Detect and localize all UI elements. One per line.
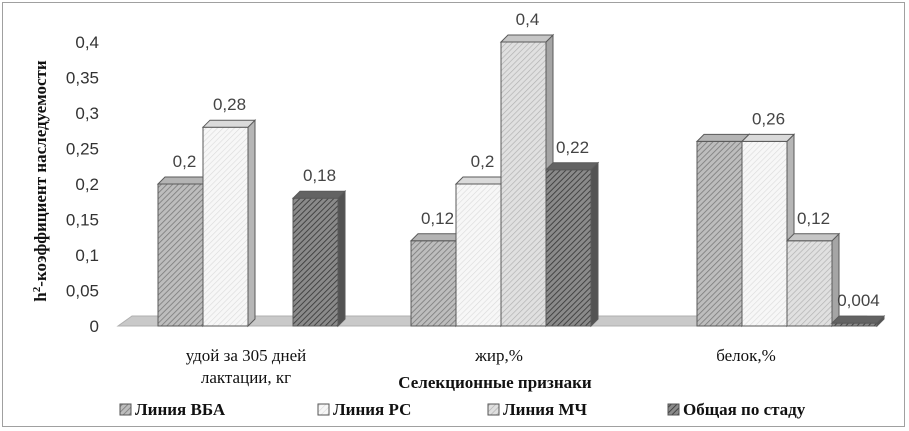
bar-3-2 xyxy=(830,314,886,328)
y-tick-label: 0,1 xyxy=(75,246,99,265)
bar-front xyxy=(455,183,502,327)
bar-top xyxy=(409,233,465,242)
legend-swatch xyxy=(667,403,680,416)
y-tick-label: 0,15 xyxy=(66,211,99,230)
bar-0-1 xyxy=(409,232,465,328)
bar-front xyxy=(741,140,788,327)
bar-side xyxy=(247,118,256,328)
legend-item: Линия МЧ xyxy=(487,400,588,419)
category-label: лактации, кг xyxy=(201,368,291,387)
legend-item: Общая по стаду xyxy=(667,400,806,419)
legend-label: Общая по стаду xyxy=(683,400,806,419)
bar-top xyxy=(454,176,510,185)
legend-label: Линия ВБА xyxy=(135,400,226,419)
data-label: 0,2 xyxy=(471,152,495,171)
y-tick-label: 0 xyxy=(90,317,99,336)
bar-3-1 xyxy=(544,161,600,328)
bar-top xyxy=(830,315,886,324)
bar-2-1 xyxy=(499,33,555,328)
y-axis-title: h2-коэффициент наследуемости xyxy=(31,60,50,302)
bar-top xyxy=(544,162,600,171)
legend-label: Линия РС xyxy=(333,400,411,419)
y-tick-label: 0,4 xyxy=(75,33,99,52)
bar-side xyxy=(590,161,599,328)
y-tick-label: 0,25 xyxy=(66,140,99,159)
data-label: 0,18 xyxy=(303,166,336,185)
y-tick-label: 0,35 xyxy=(66,69,99,88)
bar-front xyxy=(202,126,249,327)
bar-front xyxy=(500,41,547,327)
legend-item: Линия ВБА xyxy=(119,400,226,419)
legend-swatch xyxy=(487,403,500,416)
bar-top xyxy=(740,133,796,142)
y-axis-title-h: h xyxy=(31,292,50,302)
bar-top xyxy=(785,233,841,242)
bar-front xyxy=(292,197,339,327)
data-label: 0,12 xyxy=(797,209,830,228)
category-label: жир,% xyxy=(474,346,523,365)
legend: Линия ВБА Линия РС Линия МЧ Общая по стаду xyxy=(119,400,806,419)
data-label: 0,28 xyxy=(213,95,246,114)
category-label: удой за 305 дней xyxy=(186,346,307,365)
data-label: 0,26 xyxy=(752,109,785,128)
bar-0-2 xyxy=(695,133,751,328)
bar-top xyxy=(695,133,751,142)
bar-side xyxy=(831,232,840,328)
bar-1-0 xyxy=(201,118,257,328)
bar-1-2 xyxy=(740,133,796,328)
bar-front xyxy=(545,169,592,327)
bar-top xyxy=(499,34,555,43)
y-tick-label: 0,2 xyxy=(75,175,99,194)
bar-3-0 xyxy=(291,189,347,328)
bar-front xyxy=(696,140,743,327)
category-label: белок,% xyxy=(716,346,776,365)
legend-label: Линия МЧ xyxy=(503,400,588,419)
bar-front xyxy=(157,183,204,327)
category-labels-group: удой за 305 дней лактации, кг жир,% белок,% xyxy=(186,346,776,387)
bar-side xyxy=(337,189,346,328)
legend-swatch xyxy=(317,403,330,416)
data-labels-group: 0,2 0,28 0,18 0,12 0,2 0,4 0,22 0,26 0,12 0,004 xyxy=(173,10,880,310)
y-axis-title-sup: 2 xyxy=(31,286,43,292)
legend-swatch xyxy=(119,403,132,416)
bar-2-2 xyxy=(785,232,841,328)
bar-top xyxy=(201,119,257,128)
legend-item: Линия РС xyxy=(317,400,411,419)
data-label: 0,22 xyxy=(556,138,589,157)
data-label: 0,2 xyxy=(173,152,197,171)
bar-0-0 xyxy=(156,175,212,328)
y-tick-label: 0,3 xyxy=(75,104,99,123)
bar-top xyxy=(291,190,347,199)
bar-1-1 xyxy=(454,175,510,328)
data-label: 0,004 xyxy=(837,291,880,310)
y-axis-title-rest: -коэффициент наследуемости xyxy=(31,60,50,287)
bar-front xyxy=(786,240,833,327)
data-label: 0,4 xyxy=(516,10,540,29)
bar-front xyxy=(410,240,457,327)
chart-frame xyxy=(2,2,905,427)
data-label: 0,12 xyxy=(421,209,454,228)
y-axis-ticks: 0 0,05 0,1 0,15 0,2 0,25 0,3 0,35 0,4 xyxy=(66,33,99,336)
bar-top xyxy=(156,176,212,185)
bars-group xyxy=(156,33,886,328)
x-axis-title: Селекционные признаки xyxy=(398,373,592,392)
y-tick-label: 0,05 xyxy=(66,282,99,301)
